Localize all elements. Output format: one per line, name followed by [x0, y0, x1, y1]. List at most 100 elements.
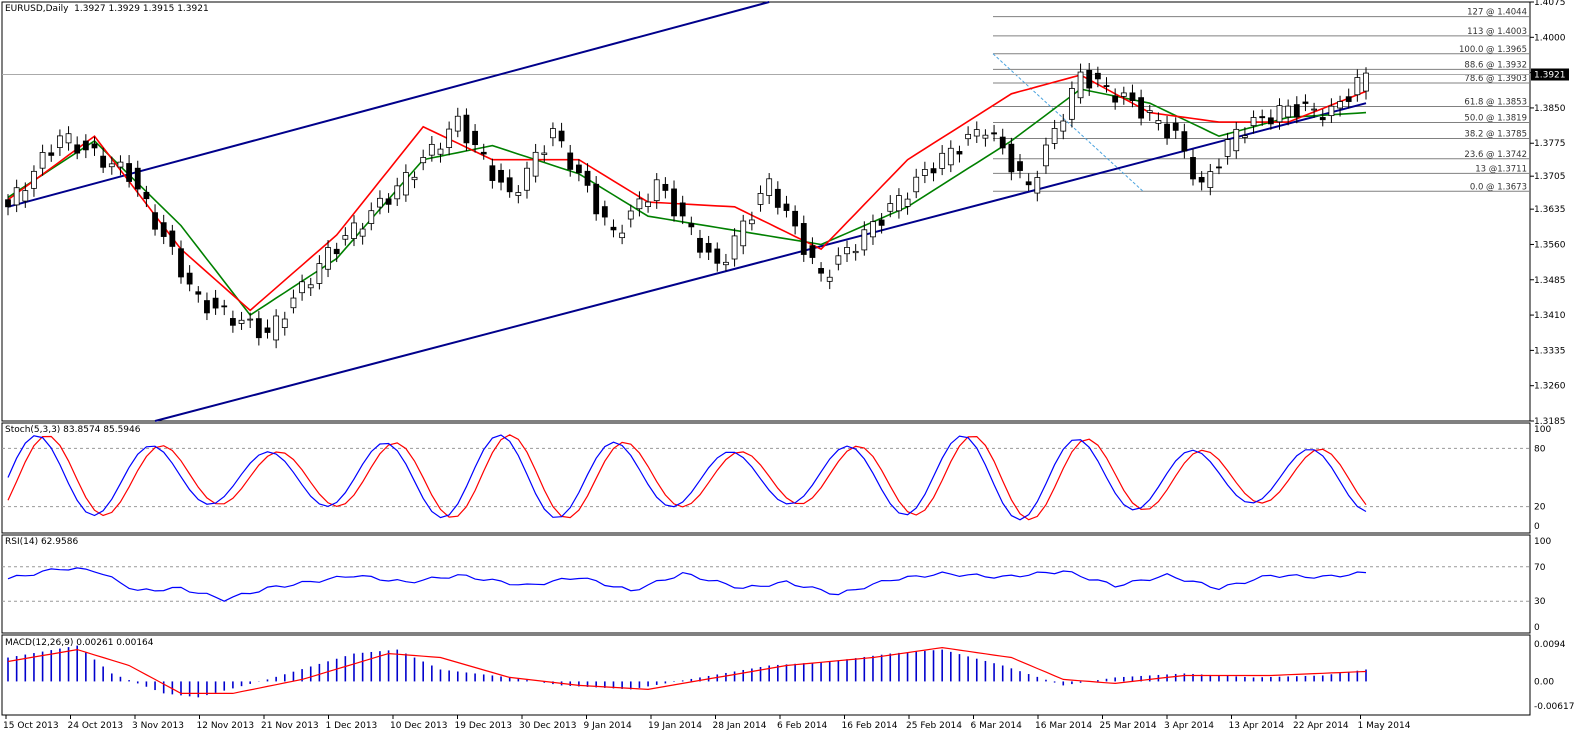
- candle-body: [134, 167, 141, 190]
- candle-body: [593, 183, 600, 215]
- candle-body: [489, 165, 496, 181]
- candle-body: [91, 143, 98, 149]
- candle-body: [204, 300, 210, 314]
- candle-body: [1259, 116, 1266, 119]
- candle-body: [1276, 105, 1283, 123]
- candle-body: [299, 281, 305, 294]
- x-tick-label: 21 Nov 2013: [261, 721, 319, 731]
- candle-body: [1051, 128, 1058, 144]
- candle-body: [1311, 108, 1318, 111]
- candle-body: [1094, 72, 1101, 80]
- x-tick-label: 22 Apr 2014: [1293, 721, 1349, 731]
- candle-body: [74, 144, 81, 154]
- macd-y-label: 0.00: [1534, 677, 1554, 687]
- candle-body: [939, 152, 946, 169]
- symbol-label: EURUSD,Daily: [5, 4, 69, 14]
- candle-body: [117, 161, 124, 168]
- candle-body: [619, 232, 626, 239]
- candle-body: [705, 242, 712, 253]
- candle-body: [290, 297, 297, 309]
- rsi-y-label: 100: [1534, 537, 1551, 547]
- stoch-y-label: 80: [1534, 444, 1546, 454]
- candle-body: [48, 152, 55, 156]
- pane-frame-rsi: [1, 534, 1531, 634]
- candle-body: [5, 199, 11, 208]
- candle-body: [1086, 69, 1093, 89]
- candle-body: [835, 255, 842, 265]
- current-price-label: 1.3921: [1534, 71, 1566, 81]
- candle-body: [826, 276, 833, 282]
- x-tick-label: 13 Apr 2014: [1229, 721, 1285, 731]
- candle-body: [740, 220, 747, 247]
- x-tick-label: 25 Feb 2014: [906, 721, 962, 731]
- candle-body: [1250, 117, 1257, 127]
- fib-trend-line: [992, 53, 1144, 192]
- candle-body: [818, 268, 824, 274]
- x-tick-label: 16 Mar 2014: [1035, 721, 1092, 731]
- y-tick-label: 1.4075: [1534, 0, 1566, 8]
- x-tick-label: 28 Jan 2014: [713, 721, 767, 731]
- channel-lower-line: [154, 102, 1367, 422]
- y-tick-label: 1.3635: [1534, 205, 1566, 215]
- x-tick-label: 16 Feb 2014: [842, 721, 898, 731]
- candle-body: [13, 187, 20, 206]
- candle-body: [108, 163, 115, 168]
- candle-body: [1060, 120, 1067, 132]
- y-tick-label: 1.3485: [1534, 276, 1566, 286]
- y-tick-label: 1.3335: [1534, 346, 1566, 356]
- x-tick-label: 6 Mar 2014: [971, 721, 1023, 731]
- candle-body: [1025, 181, 1032, 186]
- candle-body: [723, 261, 729, 266]
- candle-body: [1345, 96, 1352, 102]
- x-tick-label: 30 Dec 2013: [519, 721, 577, 731]
- candle-body: [169, 230, 176, 247]
- candle-body: [1242, 135, 1248, 138]
- rsi-y-label: 70: [1534, 563, 1546, 573]
- pane-frame-macd: [1, 634, 1531, 716]
- y-tick-label: 1.4000: [1534, 33, 1566, 43]
- x-tick-label: 1 May 2014: [1358, 721, 1411, 731]
- candle-body: [662, 183, 669, 191]
- candle-body: [610, 226, 617, 231]
- x-tick-label: 9 Jan 2014: [584, 721, 632, 731]
- candle-body: [22, 190, 29, 202]
- fib-level-label: 38.2 @ 1.3785: [1464, 130, 1527, 140]
- candle-body: [896, 195, 902, 212]
- candle-body: [852, 250, 859, 254]
- candle-body: [39, 152, 46, 169]
- candle-body: [472, 130, 478, 146]
- candle-body: [679, 202, 686, 217]
- candle-body: [1103, 85, 1110, 87]
- candle-body: [688, 223, 695, 228]
- stoch-y-label: 100: [1534, 425, 1551, 435]
- candle-body: [82, 140, 89, 151]
- y-tick-label: 1.3185: [1534, 417, 1566, 427]
- candle-body: [991, 132, 997, 135]
- candle-body: [558, 130, 565, 142]
- candle-body: [1207, 171, 1214, 188]
- candle-body: [913, 176, 920, 193]
- candle-body: [575, 164, 582, 174]
- candle-body: [160, 222, 167, 237]
- fib-level-label: 100.0 @ 1.3965: [1459, 45, 1527, 55]
- candle-body: [480, 151, 487, 155]
- candle-body: [601, 206, 608, 218]
- candle-body: [255, 318, 262, 339]
- candle-body: [861, 229, 868, 251]
- candle-body: [1190, 157, 1196, 180]
- candle-body: [273, 315, 280, 341]
- candle-body: [1172, 122, 1179, 131]
- candle-body: [238, 319, 245, 324]
- candle-body: [221, 305, 228, 308]
- y-tick-label: 1.3410: [1534, 311, 1566, 321]
- y-tick-label: 1.3705: [1534, 172, 1566, 182]
- x-tick-label: 25 Mar 2014: [1100, 721, 1157, 731]
- rsi-line: [7, 567, 1367, 602]
- candle-body: [1302, 101, 1309, 104]
- candle-body: [965, 133, 972, 140]
- candle-body: [1129, 92, 1136, 101]
- candle-body: [1328, 105, 1335, 117]
- candle-body: [956, 151, 963, 155]
- candle-body: [766, 178, 773, 196]
